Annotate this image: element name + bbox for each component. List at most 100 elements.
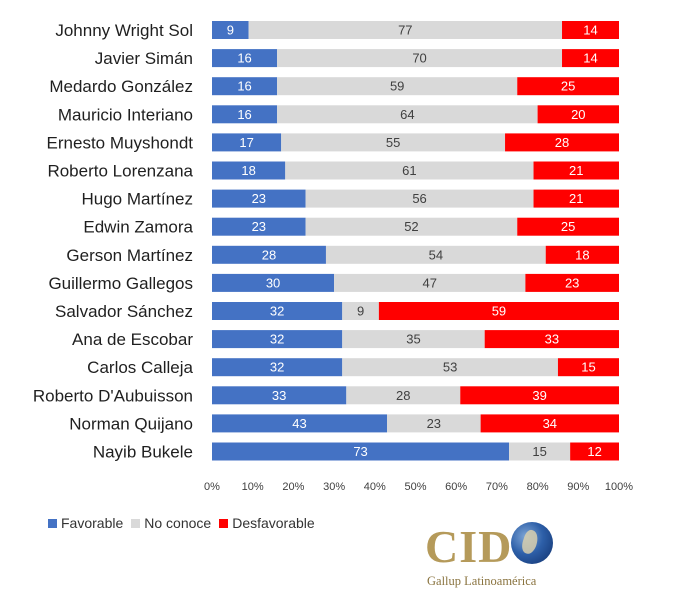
x-axis-ticks: 0% 10% 20% 30% 40% 50% 60% 70% 80% 90% 100% [204,481,633,493]
bar-no-conoce-edwin-zamora [305,217,518,236]
stacked-bar-chart: Johnny Wright Sol Javier Simán Medardo Gon… [33,21,633,493]
bar-no-conoce-hugo-martinez [305,189,534,208]
bar-desfavorable-salvador-sanchez [378,302,619,320]
legend-item-desfavorable: Desfavorable [219,515,315,531]
category-label-johnny-wright-sol: Johnny Wright Sol [55,21,193,40]
bar-favorable-javier-siman [212,49,278,68]
data-label-desfavorable-gerson-martinez: 18 [575,247,589,262]
bar-favorable-norman-quijano [212,414,388,433]
data-label-no-conoce-javier-siman: 70 [412,51,426,66]
data-label-desfavorable-edwin-zamora: 25 [561,219,575,234]
data-label-favorable-norman-quijano: 43 [292,416,306,431]
category-label-ana-de-escobar: Ana de Escobar [72,330,193,349]
bar-no-conoce-johnny-wright-sol [248,21,563,39]
bar-no-conoce-ana-de-escobar [342,330,485,349]
data-label-no-conoce-guillermo-gallegos: 47 [423,275,437,290]
data-label-no-conoce-norman-quijano: 23 [427,416,441,431]
data-label-desfavorable-guillermo-gallegos: 23 [565,275,579,290]
bar-favorable-ana-de-escobar [212,330,343,349]
data-label-desfavorable-hugo-martinez: 21 [569,191,583,206]
bar-no-conoce-mauricio-interiano [277,105,538,124]
data-label-no-conoce-ana-de-escobar: 35 [406,332,420,347]
category-label-hugo-martinez: Hugo Martínez [82,190,194,209]
bar-desfavorable-mauricio-interiano [537,105,619,124]
data-label-desfavorable-ana-de-escobar: 33 [545,332,559,347]
data-label-desfavorable-nayib-bukele: 12 [587,444,601,459]
data-label-desfavorable-mauricio-interiano: 20 [571,107,585,122]
bar-favorable-edwin-zamora [212,217,306,236]
category-label-salvador-sanchez: Salvador Sánchez [55,302,193,321]
data-label-favorable-hugo-martinez: 23 [252,191,266,206]
x-tick-label: 90% [567,481,589,493]
data-label-favorable-edwin-zamora: 23 [252,219,266,234]
bar-favorable-guillermo-gallegos [212,273,335,292]
bar-favorable-medardo-gonzalez [212,77,278,96]
bar-favorable-carlos-calleja [212,358,343,377]
bars: 9 77 14 16 70 14 16 59 25 16 64 20 17 55 28 18 61 21 23 56 2… [212,21,619,461]
logo-subtitle: Gallup Latinoamérica [427,574,537,588]
category-label-gerson-martinez: Gerson Martínez [66,246,193,265]
legend-swatch-favorable [48,518,57,528]
data-label-favorable-nayib-bukele: 73 [353,444,367,459]
category-label-ernesto-muyshondt: Ernesto Muyshondt [47,133,194,152]
bar-no-conoce-medardo-gonzalez [277,77,518,96]
data-label-favorable-ana-de-escobar: 32 [270,332,284,347]
data-label-no-conoce-medardo-gonzalez: 59 [390,79,404,94]
bar-no-conoce-gerson-martinez [325,245,546,264]
data-label-favorable-ernesto-muyshondt: 17 [239,135,253,150]
legend-item-no-conoce: No conoce [131,515,211,531]
data-label-no-conoce-gerson-martinez: 54 [429,247,443,262]
bar-favorable-ernesto-muyshondt [212,133,282,152]
x-tick-label: 50% [404,481,426,493]
data-label-desfavorable-johnny-wright-sol: 14 [583,23,597,38]
category-label-roberto-lorenzana: Roberto Lorenzana [47,162,193,181]
legend-item-favorable: Favorable [48,515,123,531]
data-label-desfavorable-ernesto-muyshondt: 28 [555,135,569,150]
bar-desfavorable-johnny-wright-sol [562,21,619,39]
bar-no-conoce-javier-siman [277,49,563,68]
bar-no-conoce-ernesto-muyshondt [281,133,506,152]
globe-icon [511,522,553,564]
x-tick-label: 100% [605,481,633,493]
data-label-no-conoce-hugo-martinez: 56 [412,191,426,206]
data-label-desfavorable-norman-quijano: 34 [543,416,557,431]
legend-label-no-conoce: No conoce [144,515,212,531]
bar-favorable-salvador-sanchez [212,302,343,320]
bar-desfavorable-norman-quijano [480,414,619,433]
category-label-carlos-calleja: Carlos Calleja [87,358,193,377]
bar-desfavorable-carlos-calleja [557,358,619,377]
data-label-favorable-javier-siman: 16 [237,51,251,66]
x-tick-label: 60% [445,481,467,493]
bar-desfavorable-roberto-lorenzana [533,161,619,180]
bar-no-conoce-nayib-bukele [509,442,571,461]
data-label-no-conoce-ernesto-muyshondt: 55 [386,135,400,150]
data-label-no-conoce-roberto-lorenzana: 61 [402,163,416,178]
logo-text: CID [425,521,513,572]
data-label-no-conoce-mauricio-interiano: 64 [400,107,414,122]
x-tick-label: 0% [204,481,220,493]
bar-desfavorable-medardo-gonzalez [517,77,619,96]
bar-desfavorable-ernesto-muyshondt [505,133,619,152]
bar-desfavorable-hugo-martinez [533,189,619,208]
category-labels: Johnny Wright Sol Javier Simán Medardo Gon… [33,21,194,462]
x-tick-label: 40% [364,481,386,493]
data-label-desfavorable-medardo-gonzalez: 25 [561,79,575,94]
bar-desfavorable-roberto-d-aubuisson [460,386,619,405]
bar-favorable-roberto-d-aubuisson [212,386,347,405]
data-label-desfavorable-carlos-calleja: 15 [581,360,595,375]
category-label-javier-siman: Javier Simán [95,49,193,68]
bar-favorable-johnny-wright-sol [212,21,249,39]
category-label-edwin-zamora: Edwin Zamora [83,218,193,237]
data-label-favorable-salvador-sanchez: 32 [270,304,284,319]
bar-desfavorable-edwin-zamora [517,217,619,236]
data-label-favorable-gerson-martinez: 28 [262,247,276,262]
bar-favorable-mauricio-interiano [212,105,278,124]
data-label-favorable-mauricio-interiano: 16 [237,107,251,122]
bar-favorable-nayib-bukele [212,442,510,461]
bar-desfavorable-guillermo-gallegos [525,273,619,292]
x-tick-label: 20% [282,481,304,493]
category-label-guillermo-gallegos: Guillermo Gallegos [48,274,193,293]
bar-no-conoce-norman-quijano [387,414,481,433]
data-label-desfavorable-salvador-sanchez: 59 [492,304,506,319]
bar-desfavorable-nayib-bukele [570,442,619,461]
